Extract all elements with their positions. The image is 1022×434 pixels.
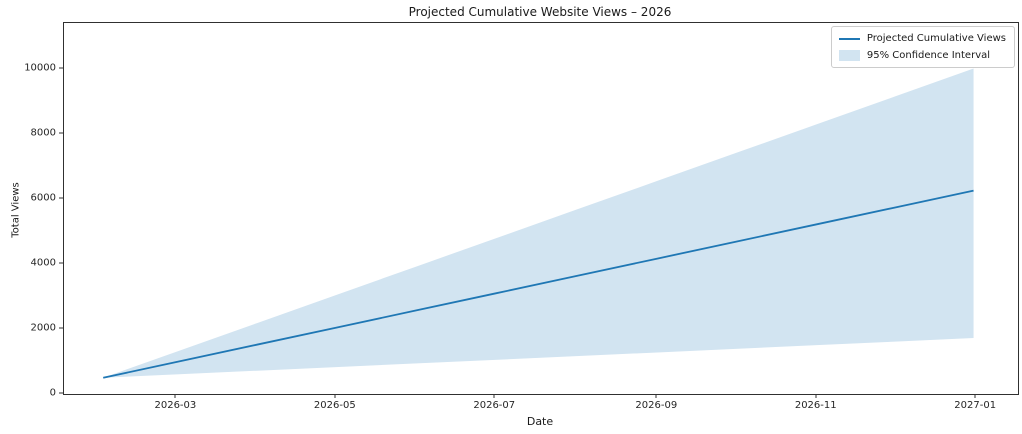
x-tick-label: 2026-11 <box>794 400 837 411</box>
legend-entry-line: Projected Cumulative Views <box>838 32 1006 45</box>
x-tick-mark <box>334 394 336 398</box>
y-tick-label: 8000 <box>30 127 56 139</box>
x-tick-mark <box>815 394 817 398</box>
legend-label-line: Projected Cumulative Views <box>866 33 1006 44</box>
y-tick-mark <box>59 132 63 134</box>
y-tick-mark <box>59 327 63 329</box>
x-tick-mark <box>493 394 495 398</box>
y-tick-label: 4000 <box>30 257 56 269</box>
y-tick-label: 2000 <box>30 322 56 334</box>
y-tick-mark <box>59 262 63 264</box>
legend: Projected Cumulative Views 95% Confidenc… <box>830 26 1015 68</box>
legend-label-band: 95% Confidence Interval <box>866 50 991 61</box>
chart-title: Projected Cumulative Website Views – 202… <box>408 5 672 19</box>
x-tick-label: 2026-05 <box>313 400 356 411</box>
plot-area: Projected Cumulative Views 95% Confidenc… <box>63 22 1019 395</box>
y-tick-mark <box>59 197 63 199</box>
x-tick-mark <box>974 394 976 398</box>
x-tick-mark <box>174 394 176 398</box>
y-tick-label: 0 <box>49 387 56 399</box>
y-tick-label: 10000 <box>24 62 56 74</box>
x-tick-label: 2026-07 <box>473 400 516 411</box>
x-axis-label: Date <box>526 415 554 428</box>
x-tick-label: 2026-09 <box>635 400 678 411</box>
band-swatch-icon <box>838 50 860 61</box>
projection-line <box>103 189 974 379</box>
x-tick-mark <box>655 394 657 398</box>
line-swatch-icon <box>838 37 860 40</box>
y-tick-label: 6000 <box>30 192 56 204</box>
plot-canvas <box>103 68 974 379</box>
y-tick-mark <box>59 392 63 394</box>
x-tick-label: 2027-01 <box>954 400 997 411</box>
y-tick-mark <box>59 67 63 69</box>
x-tick-label: 2026-03 <box>154 400 197 411</box>
y-axis-label: Total Views <box>10 182 22 238</box>
legend-entry-band: 95% Confidence Interval <box>838 49 1006 62</box>
confidence-band <box>103 68 974 378</box>
